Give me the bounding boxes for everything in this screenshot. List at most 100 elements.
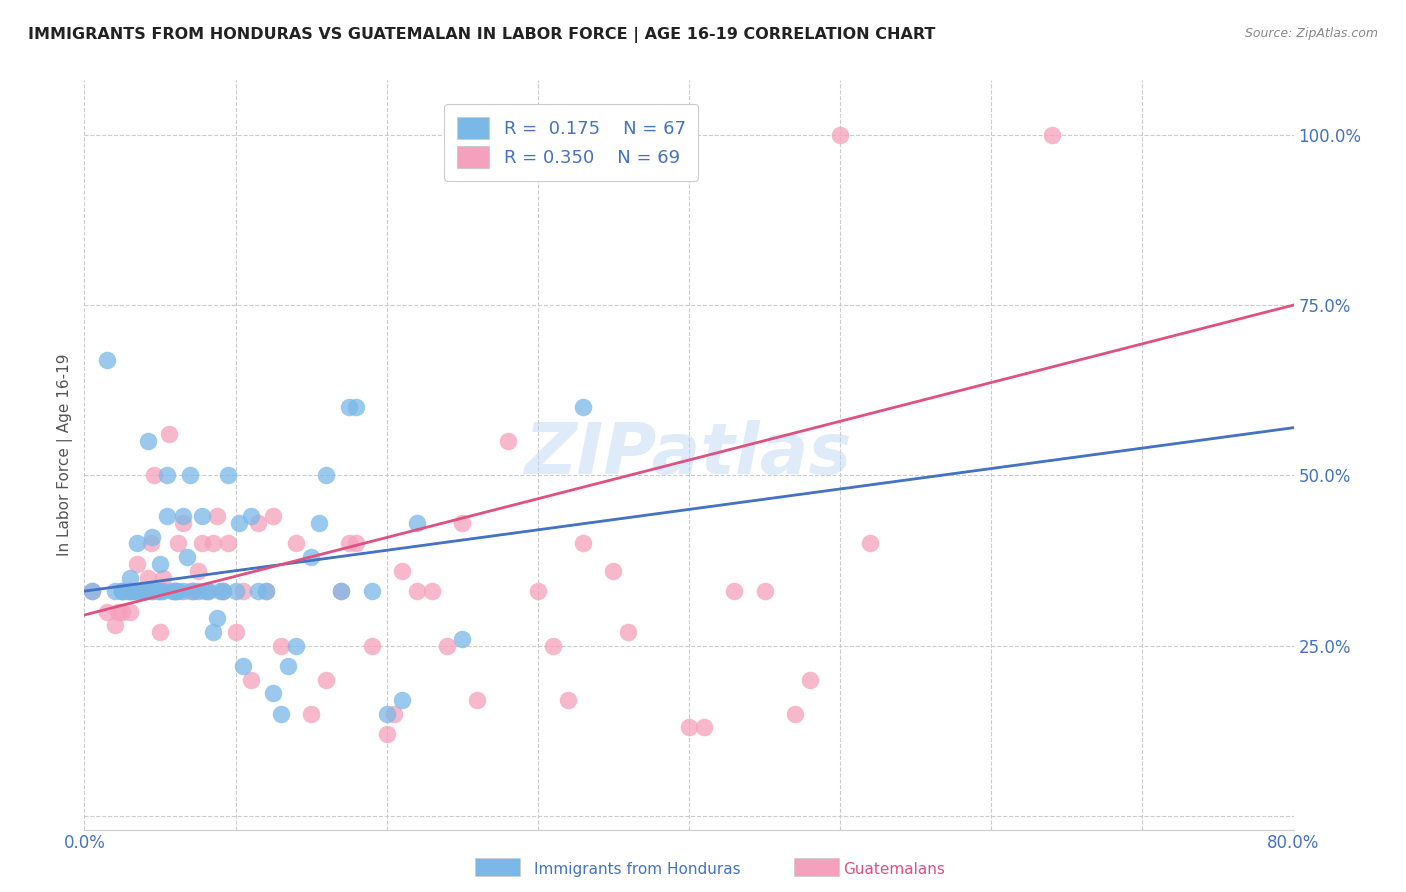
Point	[181, 584, 204, 599]
Point	[225, 584, 247, 599]
Point	[172, 516, 194, 530]
Point	[228, 516, 250, 530]
Point	[141, 584, 163, 599]
Text: Source: ZipAtlas.com: Source: ZipAtlas.com	[1244, 27, 1378, 40]
Point	[194, 584, 217, 599]
Point	[201, 625, 224, 640]
Point	[602, 564, 624, 578]
Point	[131, 584, 153, 599]
Point	[217, 536, 239, 550]
Point	[179, 468, 201, 483]
Text: ZIPatlas: ZIPatlas	[526, 420, 852, 490]
Point	[391, 693, 413, 707]
Point	[337, 536, 360, 550]
Point	[270, 639, 292, 653]
Point	[191, 536, 214, 550]
Point	[360, 639, 382, 653]
Point	[209, 584, 232, 599]
Point	[118, 584, 141, 599]
Point	[141, 584, 163, 599]
Legend: R =  0.175    N = 67, R = 0.350    N = 69: R = 0.175 N = 67, R = 0.350 N = 69	[444, 104, 699, 181]
Point	[80, 584, 103, 599]
Point	[859, 536, 882, 550]
Point	[111, 584, 134, 599]
Point	[557, 693, 579, 707]
Point	[111, 584, 134, 599]
Point	[212, 584, 235, 599]
Point	[139, 536, 162, 550]
Point	[149, 584, 172, 599]
Point	[247, 516, 270, 530]
Point	[165, 584, 187, 599]
Point	[207, 509, 229, 524]
Point	[254, 584, 277, 599]
Point	[80, 584, 103, 599]
Point	[617, 625, 640, 640]
Point	[201, 536, 224, 550]
Point	[107, 605, 129, 619]
Point	[572, 401, 595, 415]
Point	[167, 536, 190, 550]
Text: Guatemalans: Guatemalans	[844, 863, 945, 877]
Point	[207, 611, 229, 625]
Point	[527, 584, 550, 599]
Point	[451, 632, 474, 646]
Point	[149, 625, 172, 640]
Point	[187, 564, 209, 578]
Point	[232, 584, 254, 599]
Point	[212, 584, 235, 599]
Point	[391, 564, 413, 578]
Point	[723, 584, 745, 599]
Point	[262, 686, 284, 700]
Point	[270, 706, 292, 721]
Point	[187, 584, 209, 599]
Point	[315, 468, 337, 483]
Point	[104, 618, 127, 632]
Point	[118, 605, 141, 619]
Point	[165, 584, 187, 599]
Point	[232, 659, 254, 673]
Point	[111, 584, 134, 599]
Point	[127, 557, 149, 571]
Point	[285, 639, 308, 653]
Point	[1040, 128, 1063, 142]
Point	[172, 584, 194, 599]
Point	[451, 516, 474, 530]
Point	[149, 557, 172, 571]
Point	[678, 720, 700, 734]
Y-axis label: In Labor Force | Age 16-19: In Labor Force | Age 16-19	[58, 353, 73, 557]
Point	[299, 550, 322, 565]
Point	[118, 584, 141, 599]
Point	[406, 584, 429, 599]
Point	[156, 468, 179, 483]
Point	[96, 605, 118, 619]
Point	[830, 128, 852, 142]
Point	[239, 509, 262, 524]
Point	[308, 516, 330, 530]
Point	[693, 720, 716, 734]
Point	[191, 509, 214, 524]
Point	[179, 584, 201, 599]
Point	[176, 550, 198, 565]
Point	[277, 659, 299, 673]
Point	[330, 584, 353, 599]
Point	[181, 584, 204, 599]
Point	[247, 584, 270, 599]
Text: IMMIGRANTS FROM HONDURAS VS GUATEMALAN IN LABOR FORCE | AGE 16-19 CORRELATION CH: IMMIGRANTS FROM HONDURAS VS GUATEMALAN I…	[28, 27, 935, 43]
Point	[346, 536, 368, 550]
Point	[197, 584, 219, 599]
Point	[375, 706, 398, 721]
Point	[160, 584, 183, 599]
Point	[420, 584, 443, 599]
Point	[134, 584, 156, 599]
Point	[254, 584, 277, 599]
Point	[754, 584, 776, 599]
Point	[131, 584, 153, 599]
Point	[262, 509, 284, 524]
Point	[122, 584, 145, 599]
Point	[136, 584, 159, 599]
Point	[96, 352, 118, 367]
Point	[134, 584, 156, 599]
Point	[104, 584, 127, 599]
Text: Immigrants from Honduras: Immigrants from Honduras	[534, 863, 741, 877]
